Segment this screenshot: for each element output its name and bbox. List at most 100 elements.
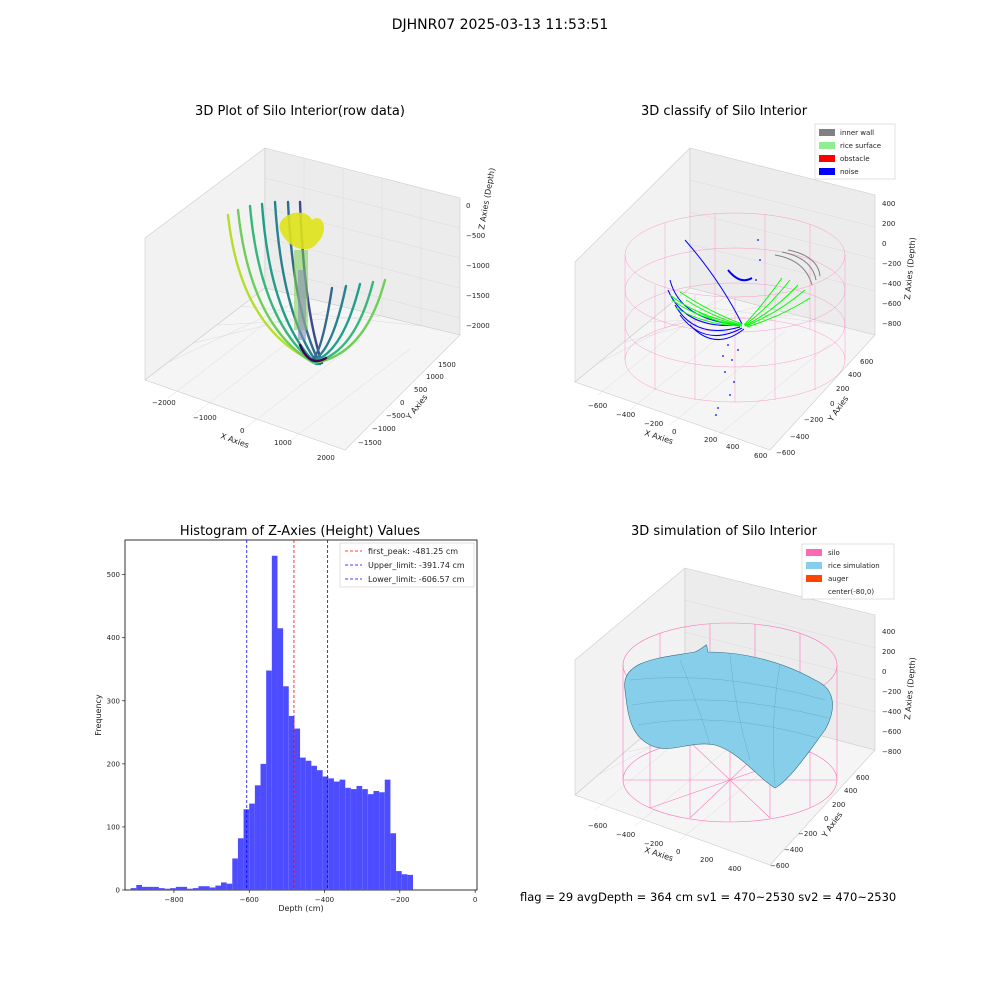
panel4-legend: silo rice simulation auger center(-80,0) xyxy=(801,543,895,600)
panel2-y-tick: 600 xyxy=(860,358,873,366)
histogram-bar xyxy=(294,728,301,890)
panel1-y-tick: −1500 xyxy=(358,439,382,447)
panel1-z-tick: 0 xyxy=(466,202,470,210)
legend-label-rice-simulation: rice simulation xyxy=(828,562,880,570)
panel2-z-tick: −800 xyxy=(882,320,901,328)
panel1-central-column xyxy=(279,212,325,340)
legend-swatch-noise xyxy=(819,168,835,175)
histogram-bar xyxy=(407,874,413,890)
histogram-bar xyxy=(237,838,244,890)
histogram-bar xyxy=(367,794,374,890)
panel2-x-tick: 600 xyxy=(754,452,767,460)
histogram-y-tick-label: 100 xyxy=(107,823,120,831)
panel2-x-label: X Axies xyxy=(643,428,674,446)
histogram-bar xyxy=(350,789,357,890)
panel2-z-tick: 200 xyxy=(882,220,895,228)
panel4-z-tick: 0 xyxy=(882,668,886,676)
panel1-z-tick: −1000 xyxy=(466,262,490,270)
histogram-bar xyxy=(192,888,199,890)
histogram-bar xyxy=(396,871,402,890)
histogram-bar xyxy=(181,886,188,890)
histogram-bar xyxy=(158,888,165,890)
panel4-y-tick: −200 xyxy=(798,830,817,838)
histogram-bar xyxy=(277,628,284,890)
histogram-x-tick-label: −600 xyxy=(240,896,259,904)
panel2-inner-wall-points xyxy=(774,249,821,286)
histogram-bars xyxy=(130,555,413,890)
histogram-bar xyxy=(401,874,408,890)
panel2-z-label: Z Axies (Depth) xyxy=(903,237,917,300)
panel1-x-tick: 2000 xyxy=(317,454,335,462)
panel4-x-tick: 400 xyxy=(728,865,741,873)
histogram-bar xyxy=(164,888,171,890)
histogram-bar xyxy=(271,555,278,890)
panel1-y-tick: 0 xyxy=(400,399,404,407)
panel1-y-tick: 1500 xyxy=(438,361,456,369)
panel1-x-tick: −1000 xyxy=(193,414,217,422)
panel2-z-tick: −200 xyxy=(882,260,901,268)
stats-line: flag = 29 avgDepth = 364 cm sv1 = 470~25… xyxy=(520,890,897,904)
histogram-bar xyxy=(317,770,323,890)
histogram-bar xyxy=(232,858,238,890)
panel4-x-tick: −200 xyxy=(644,840,663,848)
panel3-title: Histogram of Z-Axies (Height) Values xyxy=(179,524,421,539)
histogram-bar xyxy=(266,670,272,890)
panel2-y-tick: 200 xyxy=(836,385,849,393)
histogram-bar xyxy=(328,778,334,890)
panel4-y-tick: 200 xyxy=(832,801,845,809)
legend-label-noise: noise xyxy=(840,168,859,176)
panel4-3d-plot: silo rice simulation auger center(-80,0)… xyxy=(574,543,917,873)
legend-label-lower-limit: Lower_limit: -606.57 cm xyxy=(368,575,465,584)
panel4-z-tick: −800 xyxy=(882,748,901,756)
panel2-x-tick: −400 xyxy=(616,411,635,419)
histogram-x-tick-label: 0 xyxy=(473,896,477,904)
legend-label-silo: silo xyxy=(828,549,840,557)
histogram-x-tick-label: −800 xyxy=(164,896,183,904)
panel2-grid xyxy=(597,179,876,439)
panel4-z-tick: −400 xyxy=(882,708,901,716)
histogram-x-tick-label: −400 xyxy=(315,896,334,904)
panel4-z-label: Z Axies (Depth) xyxy=(903,657,917,720)
panel2-title: 3D classify of Silo Interior xyxy=(640,104,808,119)
histogram-bar xyxy=(333,781,340,890)
legend-swatch-silo xyxy=(806,549,822,556)
panel4-x-tick: 200 xyxy=(700,856,713,864)
panel4-y-tick: 0 xyxy=(824,815,828,823)
panel1-x-tick: 1000 xyxy=(274,439,292,447)
histogram-bar xyxy=(300,757,306,890)
histogram-bar xyxy=(130,888,137,890)
panel2-y-tick: 400 xyxy=(848,371,861,379)
legend-swatch-inner-wall xyxy=(819,129,835,136)
panel4-x-tick: 0 xyxy=(676,848,680,856)
legend-label-first-peak: first_peak: -481.25 cm xyxy=(368,547,458,556)
histogram-bar xyxy=(170,888,176,890)
panel2-x-tick: 200 xyxy=(704,436,717,444)
panel2-silo-wireframe xyxy=(624,212,846,403)
panel1-x-tick: 0 xyxy=(240,427,244,435)
histogram-legend: first_peak: -481.25 cm Upper_limit: -391… xyxy=(339,542,475,588)
panel4-y-tick: −600 xyxy=(770,862,789,870)
panel1-y-tick: −1000 xyxy=(372,425,396,433)
panel2-z-tick: −400 xyxy=(882,280,901,288)
histogram-bar xyxy=(226,883,233,890)
legend-swatch-auger xyxy=(806,575,822,582)
legend-label-obstacle: obstacle xyxy=(840,155,870,163)
histogram-bar xyxy=(390,833,397,890)
histogram-bar xyxy=(339,779,346,890)
histogram-bar xyxy=(254,785,261,890)
panel2-x-tick: −200 xyxy=(644,420,663,428)
panel4-x-tick: −600 xyxy=(588,822,607,830)
histogram-bar xyxy=(260,763,267,890)
panel2-noise-points xyxy=(667,239,753,341)
legend-label-rice-surface: rice surface xyxy=(840,142,881,150)
histogram-y-tick-label: 400 xyxy=(107,634,120,642)
histogram-bar xyxy=(198,886,205,890)
panel2-3d-plot: inner wall rice surface obstacle noise 4… xyxy=(574,123,917,460)
panel1-y-tick: −500 xyxy=(386,412,405,420)
panel1-z-tick: −2000 xyxy=(466,322,490,330)
histogram-bar xyxy=(187,888,193,890)
histogram-bar xyxy=(283,686,289,890)
panel1-z-tick: −1500 xyxy=(466,292,490,300)
panel2-y-tick: −600 xyxy=(776,449,795,457)
panel4-y-tick: 400 xyxy=(844,787,857,795)
